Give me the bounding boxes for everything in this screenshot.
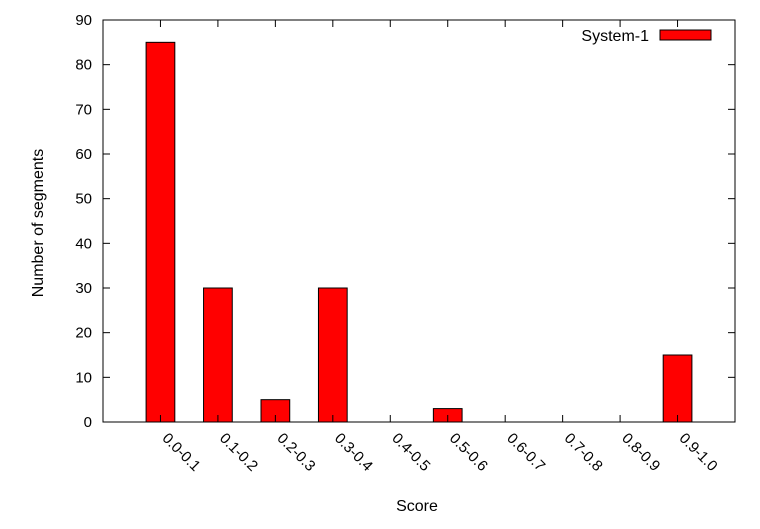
legend-label-system-1: System-1 <box>581 28 649 45</box>
y-tick-label: 50 <box>75 191 92 208</box>
x-axis-title: Score <box>396 498 438 515</box>
plot-frame <box>102 19 736 423</box>
y-tick-label: 20 <box>75 325 92 342</box>
x-axis-ticks: 0.0-0.1 0.1-0.2 0.2-0.3 0.3-0.4 0.4-0.5 0.5-0… <box>159 20 721 475</box>
x-tick-label: 0.4-0.5 <box>388 430 433 475</box>
y-tick-label: 70 <box>75 101 92 118</box>
y-tick-label: 30 <box>75 280 92 297</box>
x-tick-label: 0.2-0.3 <box>274 430 319 475</box>
y-tick-label: 10 <box>75 369 92 386</box>
y-tick-label: 80 <box>75 57 92 74</box>
x-tick-label: 0.1-0.2 <box>216 430 261 475</box>
legend-swatch-system-1 <box>659 29 712 41</box>
x-tick-label: 0.9-1.0 <box>676 430 721 475</box>
legend: System-1 <box>581 28 712 45</box>
bars-group <box>145 41 693 423</box>
y-tick-label: 90 <box>75 12 92 29</box>
x-tick-label: 0.6-0.7 <box>503 430 548 475</box>
x-tick-label: 0.3-0.4 <box>331 430 376 475</box>
bar-0.1-0.2 <box>203 287 233 423</box>
y-tick-label: 60 <box>75 146 92 163</box>
y-axis-title: Number of segments <box>30 149 47 298</box>
x-tick-label: 0.0-0.1 <box>159 430 204 475</box>
x-tick-label: 0.7-0.8 <box>561 430 606 475</box>
bar-0.9-1.0 <box>662 354 693 423</box>
y-axis-ticks: 0 10 20 30 40 50 60 70 80 90 <box>75 12 735 431</box>
bar-0.0-0.1 <box>145 41 176 423</box>
x-tick-label: 0.8-0.9 <box>618 430 663 475</box>
x-tick-label: 0.5-0.6 <box>446 430 491 475</box>
y-tick-label: 0 <box>84 414 92 431</box>
bar-0.3-0.4 <box>317 287 348 423</box>
y-tick-label: 40 <box>75 235 92 252</box>
